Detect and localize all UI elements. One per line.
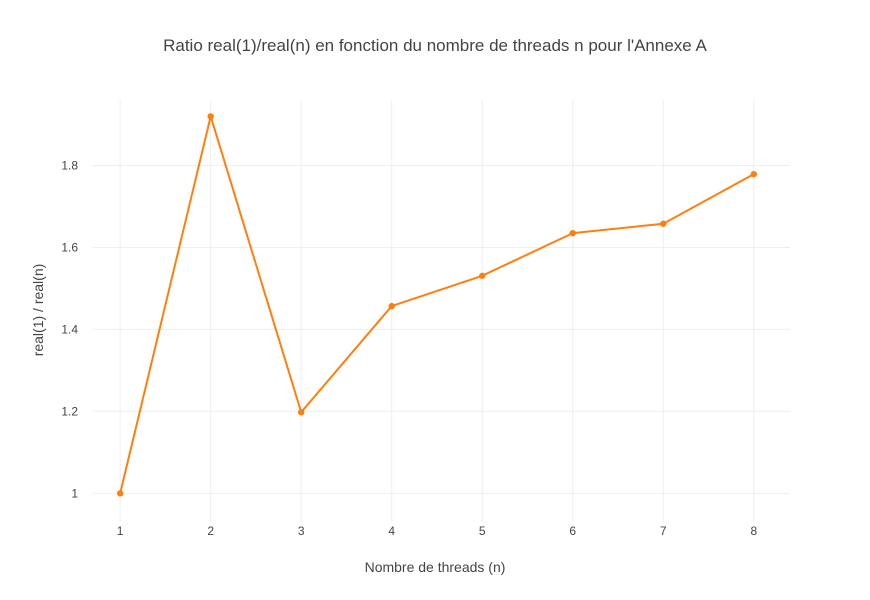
x-tick-label: 5 xyxy=(479,524,486,538)
axis-ticks: 1 2 3 4 5 6 7 8 1 1.2 1.4 1.6 1.8 xyxy=(61,159,757,538)
grid xyxy=(93,100,790,522)
data-point[interactable] xyxy=(660,220,667,227)
y-tick-label: 1.4 xyxy=(61,322,78,336)
data-point[interactable] xyxy=(388,302,395,310)
plot-area xyxy=(116,113,757,497)
x-tick-label: 1 xyxy=(117,524,124,538)
x-tick-label: 8 xyxy=(750,524,757,538)
y-tick-label: 1.2 xyxy=(61,404,78,418)
x-tick-label: 2 xyxy=(207,524,214,538)
y-tick-label: 1 xyxy=(71,486,78,500)
data-point[interactable] xyxy=(479,272,486,279)
x-tick-label: 6 xyxy=(569,524,576,538)
data-point[interactable] xyxy=(569,229,576,237)
x-tick-label: 4 xyxy=(388,524,395,538)
data-point[interactable] xyxy=(297,408,305,416)
x-axis-label: Nombre de threads (n) xyxy=(365,559,506,575)
series-line xyxy=(119,115,755,494)
y-tick-label: 1.8 xyxy=(61,159,78,173)
y-tick-label: 1.6 xyxy=(61,240,78,254)
x-tick-label: 3 xyxy=(298,524,305,538)
data-point[interactable] xyxy=(750,170,757,178)
y-axis-label: real(1) / real(n) xyxy=(30,264,46,357)
data-point[interactable] xyxy=(207,113,214,120)
data-point[interactable] xyxy=(116,490,124,497)
x-tick-label: 7 xyxy=(660,524,667,538)
chart-title: Ratio real(1)/real(n) en fonction du nom… xyxy=(163,36,707,55)
